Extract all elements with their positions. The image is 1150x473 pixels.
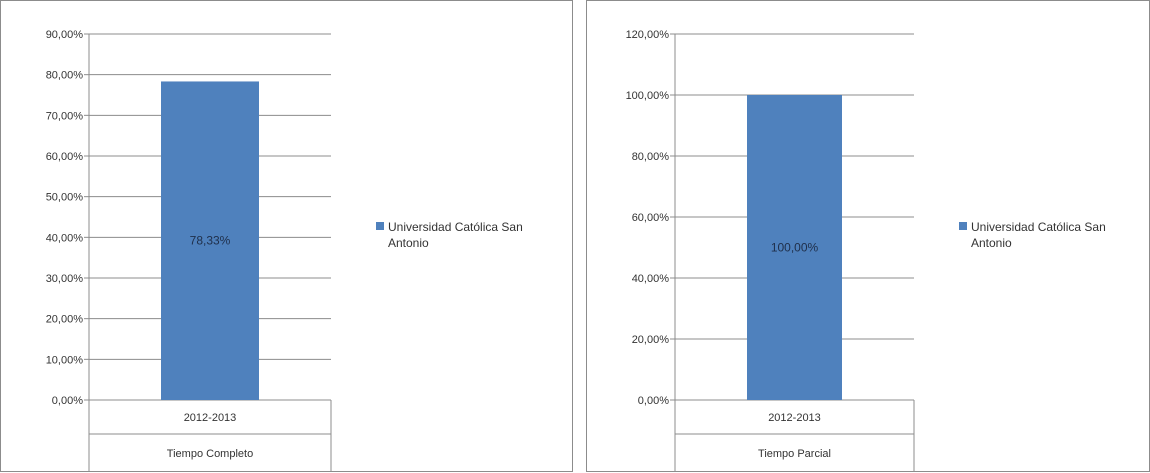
y-tick-label: 20,00% — [632, 334, 670, 346]
y-tick-label: 10,00% — [46, 354, 84, 366]
bar — [161, 81, 259, 400]
y-tick-label: 50,00% — [46, 192, 84, 204]
legend-label: Universidad Católica San — [971, 220, 1106, 234]
y-tick-label: 60,00% — [46, 151, 84, 163]
category-labels: 2012-2013 Tiempo Completo — [167, 412, 253, 460]
y-tick-label: 70,00% — [46, 110, 84, 122]
x-category-group-label: Tiempo Completo — [167, 448, 253, 460]
y-tick-labels: 0,00% 10,00% 20,00% 30,00% 40,00% 50,00% 60,00… — [46, 29, 84, 407]
bar-data-label: 100,00% — [771, 241, 819, 255]
chart-tiempo-completo: 0,00% 10,00% 20,00% 30,00% 40,00% 50,00% 60,00… — [46, 29, 523, 471]
category-labels: 2012-2013 Tiempo Parcial — [758, 412, 831, 460]
y-tick-label: 0,00% — [52, 395, 83, 407]
legend: Universidad Católica San Antonio — [376, 220, 523, 250]
y-tick-label: 30,00% — [46, 273, 84, 285]
legend-label: Antonio — [388, 236, 429, 250]
data-labels: 100,00% — [771, 241, 819, 255]
data-labels: 78,33% — [190, 234, 231, 248]
y-tick-label: 80,00% — [46, 70, 84, 82]
legend-label: Universidad Católica San — [388, 220, 523, 234]
y-tick-label: 100,00% — [626, 90, 670, 102]
axes — [670, 33, 915, 471]
y-tick-label: 40,00% — [632, 273, 670, 285]
x-category-group-label: Tiempo Parcial — [758, 448, 831, 460]
chart-panel-tiempo-completo: 0,00% 10,00% 20,00% 30,00% 40,00% 50,00% 60,00… — [0, 0, 573, 472]
bars — [161, 81, 259, 400]
chart-panel-tiempo-parcial: 0,00% 20,00% 40,00% 60,00% 80,00% 100,00% 120,… — [586, 0, 1150, 472]
legend: Universidad Católica San Antonio — [959, 220, 1106, 250]
legend-swatch — [959, 222, 967, 230]
y-tick-label: 90,00% — [46, 29, 84, 41]
y-tick-labels: 0,00% 20,00% 40,00% 60,00% 80,00% 100,00% 120,… — [626, 29, 670, 407]
y-tick-label: 40,00% — [46, 232, 84, 244]
y-tick-label: 120,00% — [626, 29, 670, 41]
legend-label: Antonio — [971, 236, 1012, 250]
bar-data-label: 78,33% — [190, 234, 231, 248]
y-tick-label: 60,00% — [632, 212, 670, 224]
bar — [747, 95, 842, 400]
y-tick-label: 20,00% — [46, 314, 84, 326]
y-tick-label: 0,00% — [638, 395, 669, 407]
y-tick-label: 80,00% — [632, 151, 670, 163]
chart-tiempo-parcial: 0,00% 20,00% 40,00% 60,00% 80,00% 100,00% 120,… — [626, 29, 1106, 471]
legend-swatch — [376, 222, 384, 230]
x-category-label: 2012-2013 — [768, 412, 821, 424]
x-category-label: 2012-2013 — [184, 412, 237, 424]
bars — [747, 95, 842, 400]
